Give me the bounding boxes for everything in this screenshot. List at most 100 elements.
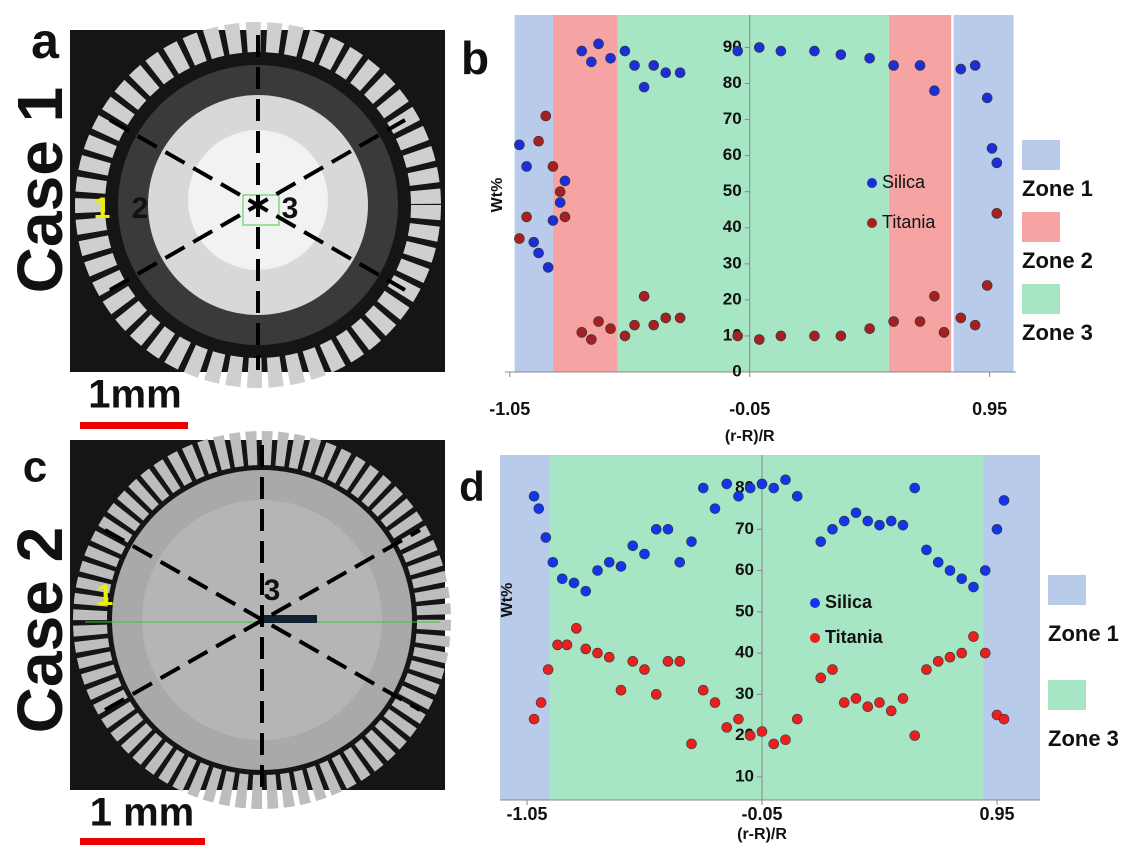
y-tick-label: 20: [723, 289, 742, 308]
data-point: [944, 651, 956, 663]
zone-legend-label: Zone 3: [1048, 726, 1119, 751]
data-point: [733, 490, 744, 502]
case-label: Case 1: [4, 87, 76, 293]
y-tick-label: 30: [735, 684, 754, 703]
zone-band: [617, 15, 889, 372]
data-point: [897, 519, 909, 531]
data-point: [815, 672, 827, 684]
zone-marker: 1: [94, 192, 111, 225]
data-point: [576, 327, 588, 338]
zone-legend-label: Zone 1: [1048, 621, 1119, 646]
data-point: [780, 474, 791, 486]
data-point: [955, 312, 967, 324]
y-tick-label: 70: [723, 109, 742, 128]
data-point: [521, 161, 532, 172]
zone-legend-label: Zone 2: [1022, 248, 1093, 273]
zone-band: [514, 15, 553, 372]
zone-legend-swatch: [1048, 680, 1086, 710]
data-point: [629, 319, 640, 331]
data-point: [733, 713, 744, 725]
data-point: [638, 290, 650, 302]
data-point: [535, 697, 547, 708]
data-point: [528, 490, 540, 502]
data-point: [660, 67, 672, 78]
data-point: [998, 495, 1010, 506]
data-point: [542, 664, 554, 675]
data-point: [561, 639, 573, 651]
data-point: [921, 664, 932, 675]
data-point: [619, 330, 631, 342]
data-point: [660, 312, 672, 324]
zone-legend-label: Zone 1: [1022, 176, 1093, 201]
data-point: [521, 211, 532, 223]
data-point: [650, 689, 662, 700]
data-point: [754, 334, 765, 345]
data-point: [827, 523, 838, 535]
y-tick-label: 40: [735, 643, 754, 662]
data-point: [547, 215, 559, 226]
data-point: [571, 623, 582, 634]
scale-bar-label: 1mm: [88, 373, 181, 417]
data-point: [955, 63, 967, 75]
zone-marker: 3: [282, 192, 299, 225]
data-point: [554, 186, 566, 197]
legend-label: Titania: [882, 212, 936, 232]
data-point: [559, 175, 571, 187]
data-point: [615, 684, 627, 696]
data-point: [648, 60, 660, 71]
data-point: [593, 38, 604, 50]
data-point: [721, 722, 733, 733]
data-point: [586, 56, 597, 68]
data-point: [929, 290, 940, 302]
legend-marker: [810, 633, 820, 643]
y-tick-label: 30: [723, 253, 742, 272]
data-point: [542, 262, 554, 273]
panel-letter: b: [461, 32, 489, 84]
data-point: [864, 323, 875, 335]
data-point: [932, 556, 944, 568]
data-point: [914, 60, 926, 71]
x-tick-label: -0.05: [729, 399, 770, 419]
data-point: [850, 693, 862, 704]
data-point: [639, 548, 650, 560]
data-point: [540, 532, 552, 543]
data-point: [791, 713, 803, 725]
y-tick-label: 70: [735, 519, 754, 538]
data-point: [991, 208, 1003, 219]
data-point: [991, 523, 1003, 535]
zone-marker: 3: [264, 574, 281, 607]
data-point: [603, 556, 615, 568]
data-point: [559, 211, 571, 223]
x-tick-label: -1.05: [489, 399, 530, 419]
data-point: [838, 697, 850, 708]
data-point: [888, 316, 899, 327]
zone-legend-label: Zone 3: [1022, 320, 1093, 345]
data-point: [603, 651, 615, 663]
data-point: [991, 157, 1003, 169]
data-point: [909, 730, 921, 741]
data-point: [897, 693, 909, 704]
y-tick-label: 60: [723, 145, 742, 164]
data-point: [874, 519, 885, 531]
scale-bar-label: 1 mm: [90, 791, 195, 835]
y-tick-label: 10: [735, 766, 754, 785]
data-point: [576, 45, 588, 57]
data-point: [791, 490, 803, 502]
legend-marker: [810, 598, 820, 608]
y-tick-label: 80: [723, 73, 742, 92]
data-point: [568, 577, 580, 589]
data-point: [744, 730, 756, 741]
x-tick-label: -1.05: [507, 804, 548, 824]
zone-legend-swatch: [1022, 212, 1060, 242]
data-point: [533, 135, 544, 147]
data-point: [592, 565, 603, 576]
data-point: [969, 319, 981, 331]
x-tick-label: -0.05: [741, 804, 782, 824]
data-point: [662, 656, 674, 667]
data-point: [744, 482, 756, 494]
data-point: [547, 161, 559, 172]
data-point: [956, 647, 968, 659]
data-point: [909, 482, 921, 494]
data-point: [547, 556, 559, 568]
zone-marker: 1: [97, 579, 114, 612]
